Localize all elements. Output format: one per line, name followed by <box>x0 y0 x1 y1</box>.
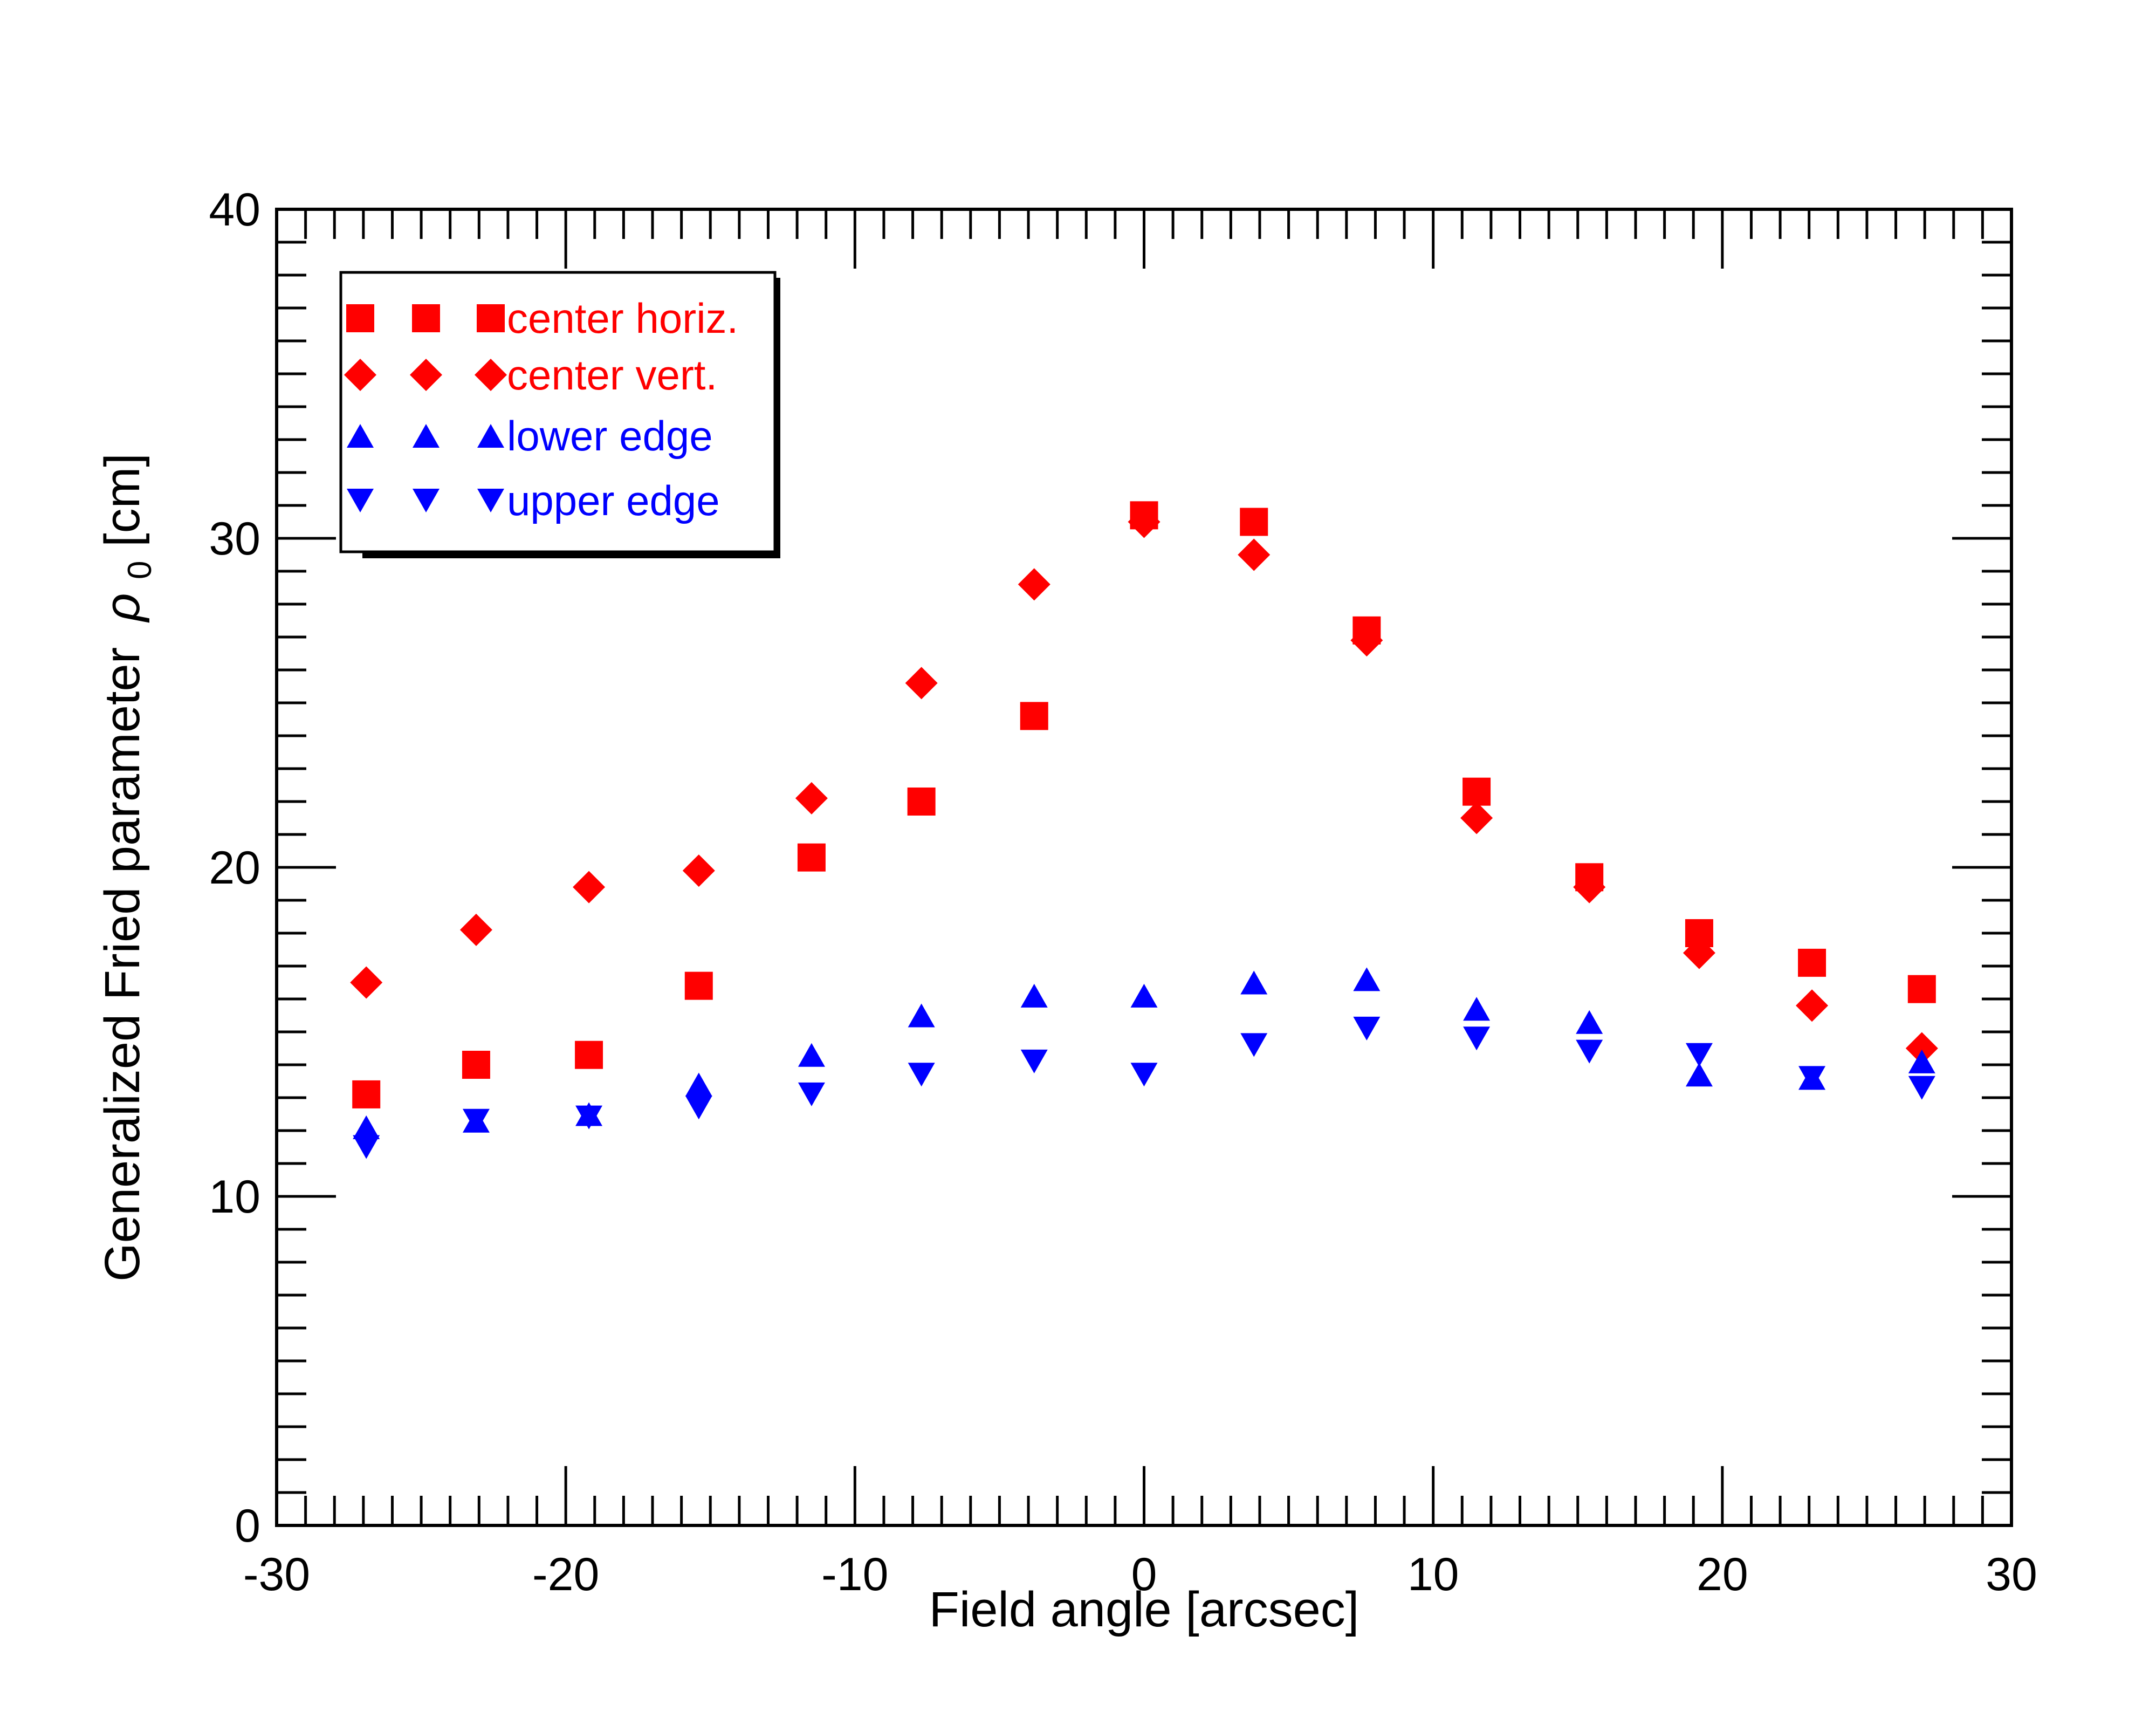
legend-label-center-vert: center vert. <box>507 351 717 399</box>
point-center-horiz <box>1798 948 1827 977</box>
point-center-horiz <box>1462 777 1491 806</box>
legend-label-center-horiz: center horiz. <box>507 295 738 342</box>
point-upper-edge <box>1576 1039 1603 1064</box>
legend-marker-upper-edge <box>347 489 374 512</box>
point-center-horiz <box>352 1080 381 1108</box>
point-upper-edge <box>1353 1016 1381 1041</box>
x-tick-label: 20 <box>1697 1549 1748 1600</box>
legend-marker-lower-edge <box>347 424 374 448</box>
y-tick-labels: 0 10 20 30 40 <box>209 184 260 1552</box>
point-center-vert <box>1573 871 1606 903</box>
legend-label-upper-edge: upper edge <box>507 477 720 524</box>
y-axis-title-symbol: ρ <box>95 593 150 624</box>
point-center-vert <box>573 871 606 903</box>
legend-marker-center-vert <box>344 359 376 391</box>
point-upper-edge <box>1908 1076 1935 1100</box>
point-upper-edge <box>1240 1033 1268 1057</box>
y-axis-title-text: Generalized Fried parameter <box>95 647 150 1282</box>
point-upper-edge <box>1020 1049 1048 1073</box>
plot-frame <box>275 208 2013 1527</box>
point-lower-edge <box>1463 997 1491 1021</box>
point-center-horiz <box>1907 975 1936 1003</box>
point-center-vert <box>905 667 938 700</box>
point-lower-edge <box>1020 983 1048 1008</box>
legend-marker-upper-edge <box>413 489 440 512</box>
legend-marker-center-horiz <box>477 304 505 332</box>
y-tick-label: 30 <box>209 513 260 565</box>
point-lower-edge <box>1353 967 1381 991</box>
point-center-vert <box>682 854 715 887</box>
point-center-horiz <box>1240 508 1268 536</box>
point-upper-edge <box>1463 1026 1491 1051</box>
x-tick-label: -10 <box>821 1549 888 1600</box>
x-axis-title: Field angle [arcsec] <box>929 1582 1359 1637</box>
point-center-vert <box>1350 624 1383 657</box>
point-upper-edge <box>1130 1063 1158 1087</box>
point-center-vert <box>1683 936 1715 969</box>
data-points <box>350 501 1938 1159</box>
x-tick-labels: -30 -20 -10 0 10 20 30 <box>243 1549 2037 1600</box>
x-tick-label: 30 <box>1986 1549 2037 1600</box>
point-upper-edge <box>1798 1066 1826 1090</box>
y-axis-title: Generalized Fried parameter ρ 0 [cm] <box>95 453 162 1282</box>
point-center-vert <box>1018 568 1050 601</box>
point-center-vert <box>350 966 383 999</box>
legend-label-lower-edge: lower edge <box>507 412 713 460</box>
point-lower-edge <box>1685 1063 1713 1087</box>
point-lower-edge <box>353 1115 380 1139</box>
point-center-vert <box>1796 989 1829 1022</box>
point-lower-edge <box>1576 1010 1603 1034</box>
point-lower-edge <box>1240 970 1268 995</box>
legend-marker-center-vert <box>475 359 507 391</box>
y-tick-label: 20 <box>209 842 260 894</box>
point-center-horiz <box>907 788 936 816</box>
x-tick-label: 10 <box>1407 1549 1459 1600</box>
y-tick-label: 0 <box>235 1500 260 1552</box>
x-tick-label: -20 <box>532 1549 599 1600</box>
y-axis-title-unit: [cm] <box>95 453 150 547</box>
point-center-horiz <box>575 1041 603 1069</box>
point-upper-edge <box>685 1096 712 1120</box>
point-center-horiz <box>797 843 826 872</box>
point-upper-edge <box>353 1135 380 1159</box>
point-upper-edge <box>798 1082 825 1106</box>
x-tick-label: -30 <box>243 1549 310 1600</box>
point-lower-edge <box>798 1043 825 1067</box>
point-lower-edge <box>1908 1049 1935 1073</box>
legend: center horiz. center vert. lower edge upper… <box>339 271 780 558</box>
point-center-horiz <box>462 1051 490 1079</box>
point-center-vert <box>459 913 492 946</box>
point-upper-edge <box>462 1108 490 1133</box>
point-lower-edge <box>1130 983 1158 1008</box>
point-upper-edge <box>575 1105 603 1130</box>
point-center-vert <box>1460 802 1493 834</box>
point-center-horiz <box>1020 702 1048 730</box>
point-center-vert <box>1238 538 1271 571</box>
point-center-vert <box>795 782 828 814</box>
point-lower-edge <box>908 1003 935 1028</box>
point-lower-edge <box>685 1072 712 1097</box>
point-upper-edge <box>908 1063 935 1087</box>
legend-marker-lower-edge <box>477 424 504 448</box>
legend-marker-center-horiz <box>412 304 440 332</box>
legend-marker-center-vert <box>410 359 442 391</box>
point-center-vert <box>1128 505 1161 538</box>
y-tick-label: 10 <box>209 1171 260 1223</box>
x-tick-label: 0 <box>1131 1549 1157 1600</box>
minor-ticks <box>277 209 2011 1525</box>
point-center-vert <box>1905 1032 1938 1065</box>
y-axis-title-subscript: 0 <box>121 560 159 579</box>
point-upper-edge <box>1685 1043 1713 1067</box>
legend-marker-upper-edge <box>477 489 504 512</box>
legend-marker-center-horiz <box>346 304 374 332</box>
y-tick-label: 40 <box>209 184 260 236</box>
legend-marker-lower-edge <box>413 424 440 448</box>
point-center-horiz <box>684 971 713 1000</box>
